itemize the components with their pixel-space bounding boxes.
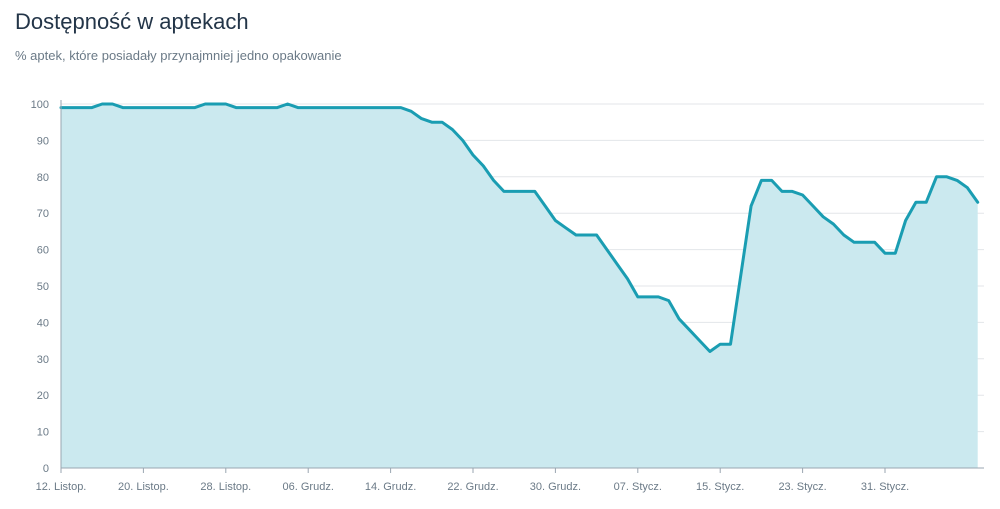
x-tick-label: 20. Listop. bbox=[118, 481, 169, 493]
x-tick-label: 07. Stycz. bbox=[614, 481, 662, 493]
x-axis-labels: 12. Listop. 20. Listop. 28. Listop. 06. Gru… bbox=[36, 481, 910, 493]
y-axis-labels: 0 10 20 30 40 50 60 70 80 90 100 bbox=[31, 99, 49, 475]
x-tick-label: 12. Listop. bbox=[36, 481, 87, 493]
x-tick-label: 22. Grudz. bbox=[447, 481, 498, 493]
y-tick-label-40: 40 bbox=[37, 317, 49, 329]
area-fill bbox=[61, 104, 978, 468]
chart-title: Dostępność w aptekach bbox=[15, 9, 249, 34]
y-tick-label-50: 50 bbox=[37, 281, 49, 293]
y-tick-label-90: 90 bbox=[37, 135, 49, 147]
x-tick-label: 23. Stycz. bbox=[778, 481, 826, 493]
x-tick-label: 15. Stycz. bbox=[696, 481, 744, 493]
y-tick-label-100: 100 bbox=[31, 99, 49, 111]
x-tick-label: 06. Grudz. bbox=[283, 481, 334, 493]
chart-subtitle: % aptek, które posiadały przynajmniej je… bbox=[15, 48, 342, 63]
y-tick-label-20: 20 bbox=[37, 390, 49, 402]
x-tick-label: 14. Grudz. bbox=[365, 481, 416, 493]
area-layer bbox=[59, 102, 980, 468]
x-tick-label: 31. Stycz. bbox=[861, 481, 909, 493]
x-tick-label: 28. Listop. bbox=[200, 481, 251, 493]
y-tick-label-10: 10 bbox=[37, 427, 49, 439]
y-tick-label-80: 80 bbox=[37, 172, 49, 184]
y-tick-label-0: 0 bbox=[43, 463, 49, 475]
y-tick-label-70: 70 bbox=[37, 208, 49, 220]
y-tick-label-60: 60 bbox=[37, 245, 49, 257]
series-line bbox=[59, 102, 980, 353]
axes bbox=[60, 100, 984, 473]
y-tick-label-30: 30 bbox=[37, 354, 49, 366]
x-tick-label: 30. Grudz. bbox=[530, 481, 581, 493]
